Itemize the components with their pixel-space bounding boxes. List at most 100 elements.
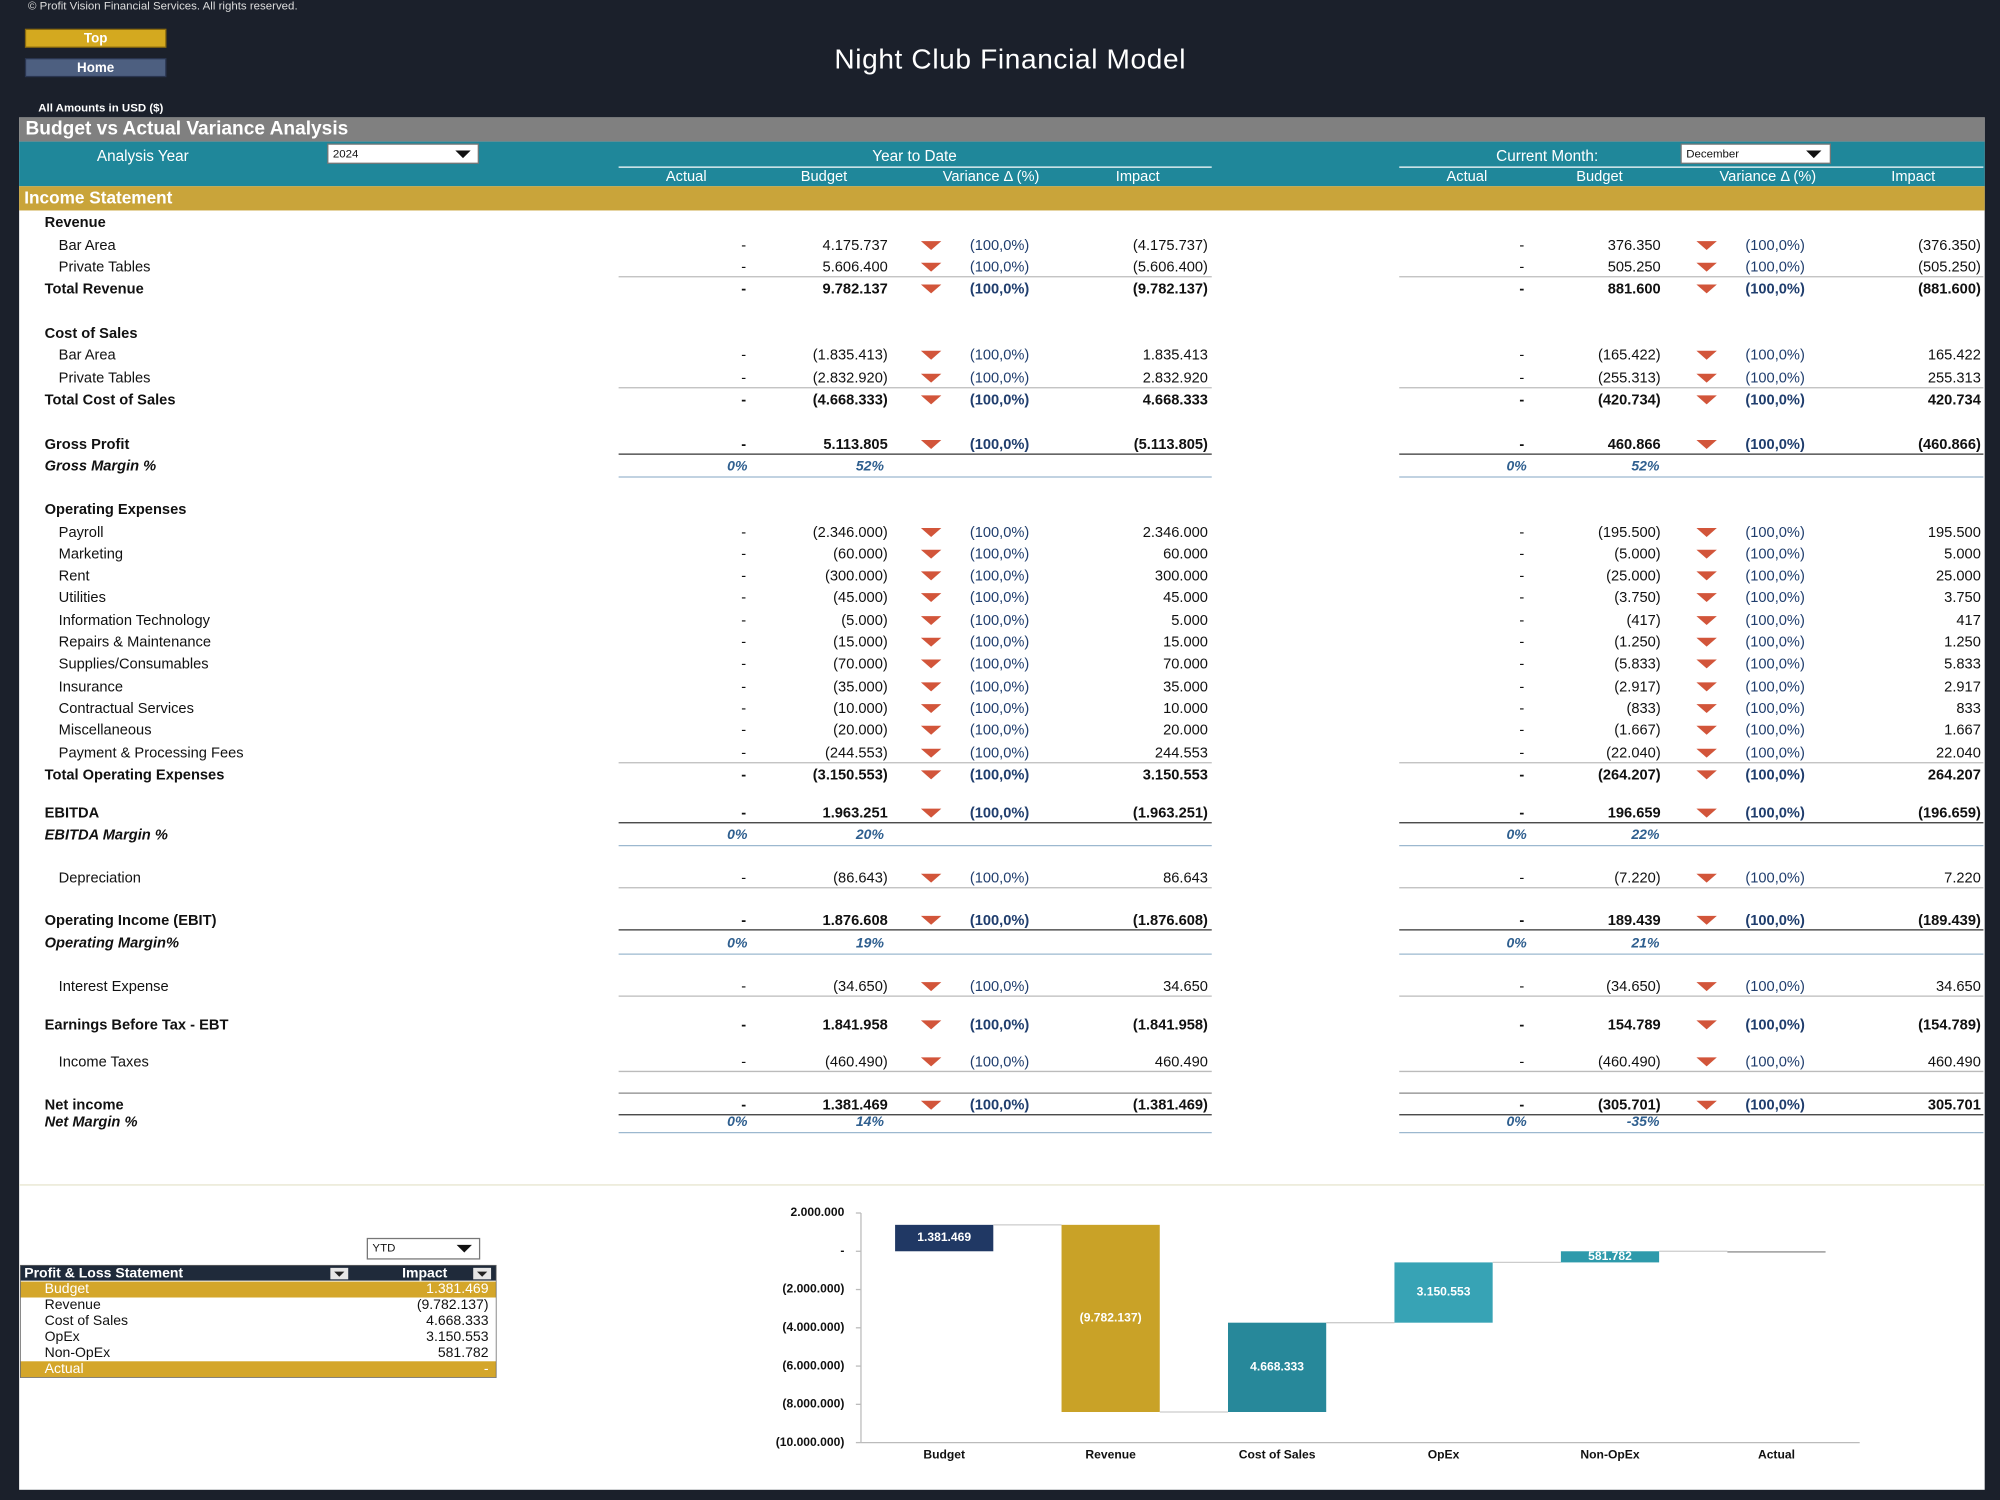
value-label: 3.150.553 — [1417, 1285, 1471, 1299]
x-tick-label: Revenue — [1085, 1448, 1136, 1462]
pnl-value: - — [484, 1360, 489, 1376]
cell-value: 1.250 — [1944, 635, 1981, 651]
report-title: Budget vs Actual Variance Analysis — [26, 119, 349, 140]
cell-value: - — [741, 746, 746, 762]
cell-value: (255.313) — [1598, 371, 1661, 387]
row-label: Utilities — [59, 590, 106, 606]
variance-value: (100,0%) — [1745, 913, 1805, 929]
row-label: Information Technology — [59, 613, 211, 629]
variance-value: (100,0%) — [970, 701, 1029, 717]
row-label: EBITDA Margin % — [45, 827, 168, 843]
pnl-label: Cost of Sales — [45, 1312, 128, 1328]
value-label: 1.381.469 — [917, 1230, 971, 1244]
variance-value: (100,0%) — [1745, 613, 1804, 629]
filter-arrow[interactable] — [334, 1271, 345, 1277]
cell-value: - — [1519, 746, 1524, 762]
cell-value: (5.000) — [841, 613, 887, 629]
cell-value: - — [741, 701, 746, 717]
cell-value: 881.600 — [1608, 281, 1661, 297]
row-label: Interest Expense — [59, 979, 169, 995]
variance-arrow — [920, 704, 942, 714]
cell-value: (5.113.805) — [1134, 437, 1208, 453]
year-value[interactable]: 2024 — [333, 148, 359, 160]
column-header: Actual — [1446, 169, 1487, 185]
cell-value: 165.422 — [1928, 348, 1981, 364]
cell-value: 4.668.333 — [1143, 392, 1208, 408]
month-dropdown[interactable] — [1680, 143, 1831, 164]
variance-value: (100,0%) — [970, 525, 1029, 541]
cell-value: (4.668.333) — [813, 392, 888, 408]
cell-value: - — [741, 635, 746, 651]
dropdown-arrow[interactable] — [1806, 150, 1822, 159]
cell-value: - — [1519, 371, 1524, 387]
cell-value: 7.220 — [1944, 871, 1981, 887]
cell-value: 3.150.553 — [1143, 767, 1208, 783]
variance-value: (100,0%) — [1745, 723, 1804, 739]
cell-value: 244.553 — [1155, 746, 1208, 762]
month-label: Current Month: — [1496, 148, 1598, 165]
margin-value: 52% — [1631, 458, 1660, 474]
row-label: Earnings Before Tax - EBT — [45, 1017, 229, 1033]
variance-arrow — [920, 725, 942, 735]
pnl-filter-value[interactable]: YTD — [372, 1243, 395, 1255]
top-button-label[interactable]: Top — [84, 30, 108, 45]
cell-value: (7.220) — [1614, 871, 1660, 887]
variance-value: (100,0%) — [970, 806, 1030, 822]
variance-arrow — [1696, 616, 1717, 625]
margin-value: 0% — [727, 458, 748, 474]
cell-value: 4.175.737 — [823, 238, 888, 254]
home-button-label[interactable]: Home — [77, 60, 114, 75]
margin-value: 21% — [1630, 935, 1660, 951]
cell-value: (4.175.737) — [1133, 238, 1208, 254]
pnl-filter[interactable] — [366, 1237, 481, 1260]
margin-value: 0% — [1507, 1113, 1528, 1129]
cell-value: (1.250) — [1614, 635, 1660, 651]
variance-arrow — [920, 262, 942, 272]
dropdown-arrow[interactable] — [455, 150, 471, 159]
cell-value: (264.207) — [1598, 767, 1661, 783]
cell-value: - — [1519, 1017, 1524, 1033]
cell-value: - — [1519, 701, 1524, 717]
row-label: Private Tables — [59, 371, 151, 387]
cell-value: (22.040) — [1606, 746, 1661, 762]
pnl-label: OpEx — [45, 1328, 80, 1344]
variance-value: (100,0%) — [1745, 392, 1805, 408]
cell-value: - — [1519, 806, 1524, 822]
cell-value: (86.643) — [833, 871, 888, 887]
cell-value: - — [741, 979, 746, 995]
month-value[interactable]: December — [1686, 148, 1739, 160]
variance-arrow — [920, 748, 942, 758]
variance-arrow — [920, 528, 942, 537]
cell-value: 9.782.137 — [823, 281, 888, 297]
filter-arrow[interactable] — [477, 1271, 488, 1277]
margin-value: 0% — [727, 935, 748, 951]
page-title: Night Club Financial Model — [834, 44, 1186, 75]
cell-value: - — [741, 1098, 746, 1114]
variance-arrow — [1696, 982, 1717, 992]
row-label: Operating Margin% — [45, 936, 179, 952]
pnl-label: Actual — [45, 1360, 84, 1376]
variance-arrow — [1696, 373, 1717, 383]
y-tick-label: (4.000.000) — [782, 1320, 844, 1334]
y-tick-label: (6.000.000) — [782, 1358, 844, 1372]
variance-arrow — [920, 915, 942, 925]
home-button[interactable] — [24, 58, 167, 78]
top-button[interactable] — [24, 28, 167, 48]
bar — [1727, 1251, 1826, 1253]
report-bar — [19, 117, 1985, 142]
row-label: Gross Margin % — [45, 459, 157, 475]
variance-value: (100,0%) — [970, 979, 1029, 995]
cell-value: (45.000) — [833, 590, 888, 606]
year-dropdown[interactable] — [327, 143, 479, 164]
pnl-value: (9.782.137) — [417, 1296, 489, 1312]
cell-value: 45.000 — [1163, 590, 1208, 606]
variance-arrow — [1696, 725, 1717, 735]
row-label: Private Tables — [59, 260, 151, 276]
cell-value: (189.439) — [1918, 913, 1981, 929]
variance-arrow — [920, 808, 942, 818]
cell-value: - — [741, 590, 746, 606]
year-label: Analysis Year — [97, 148, 189, 165]
dropdown-arrow[interactable] — [456, 1244, 472, 1253]
variance-value: (100,0%) — [1745, 238, 1804, 254]
